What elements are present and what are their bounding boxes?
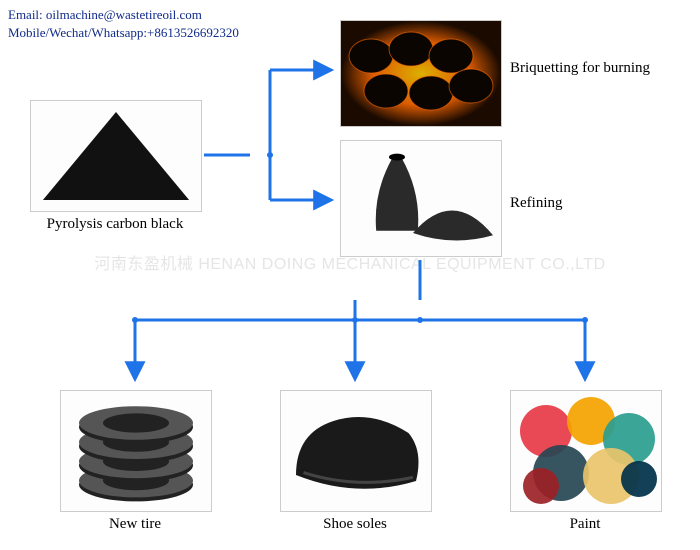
contact-phone: Mobile/Wechat/Whatsapp:+8613526692320: [8, 24, 239, 42]
node-image-refine: [340, 140, 502, 257]
node-source: Pyrolysis carbon black: [30, 100, 200, 233]
node-paint: Paint: [510, 390, 660, 533]
node-image-briq: [340, 20, 502, 127]
caption-tire: New tire: [60, 516, 210, 533]
contact-email: Email: oilmachine@wastetireoil.com: [8, 6, 239, 24]
node-refine: [340, 140, 500, 257]
node-image-shoe: [280, 390, 432, 512]
caption-paint: Paint: [510, 516, 660, 533]
node-tire: New tire: [60, 390, 210, 533]
node-image-source: [30, 100, 202, 212]
node-briq: [340, 20, 500, 127]
caption-source: Pyrolysis carbon black: [30, 216, 200, 233]
node-image-paint: [510, 390, 662, 512]
caption-shoe: Shoe soles: [280, 516, 430, 533]
caption-refine: Refining: [510, 195, 563, 212]
caption-briq: Briquetting for burning: [510, 60, 650, 77]
node-image-tire: [60, 390, 212, 512]
node-shoe: Shoe soles: [280, 390, 430, 533]
contact-block: Email: oilmachine@wastetireoil.com Mobil…: [8, 6, 239, 42]
